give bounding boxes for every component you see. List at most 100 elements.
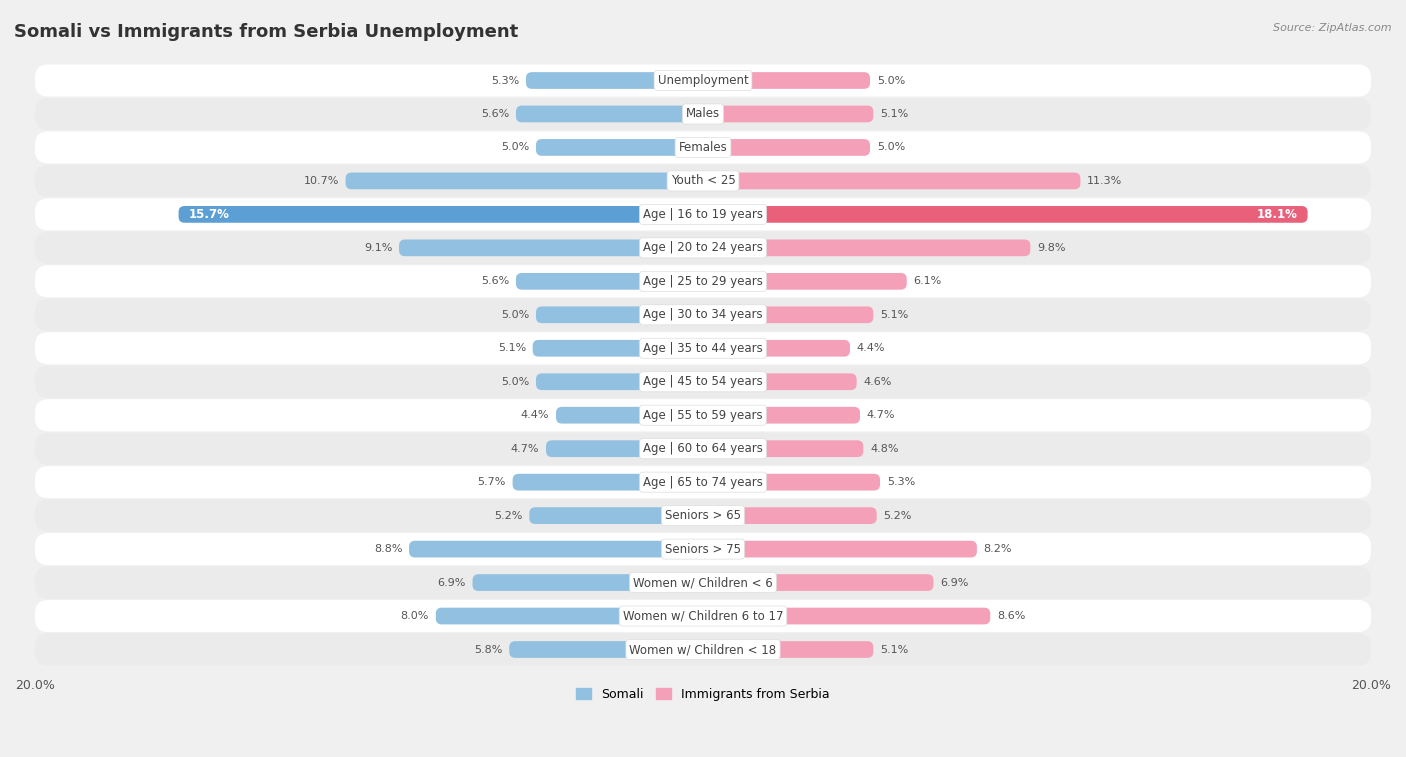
FancyBboxPatch shape <box>546 441 703 457</box>
Text: Women w/ Children 6 to 17: Women w/ Children 6 to 17 <box>623 609 783 622</box>
FancyBboxPatch shape <box>35 165 1371 197</box>
Text: 4.7%: 4.7% <box>510 444 540 453</box>
FancyBboxPatch shape <box>436 608 703 625</box>
FancyBboxPatch shape <box>35 634 1371 665</box>
FancyBboxPatch shape <box>703 307 873 323</box>
Text: Women w/ Children < 6: Women w/ Children < 6 <box>633 576 773 589</box>
Text: 18.1%: 18.1% <box>1257 208 1298 221</box>
FancyBboxPatch shape <box>35 98 1371 130</box>
FancyBboxPatch shape <box>472 575 703 591</box>
Text: 5.0%: 5.0% <box>501 142 529 152</box>
Text: Age | 35 to 44 years: Age | 35 to 44 years <box>643 341 763 355</box>
Text: 5.0%: 5.0% <box>501 377 529 387</box>
Text: 8.0%: 8.0% <box>401 611 429 621</box>
FancyBboxPatch shape <box>703 206 1308 223</box>
FancyBboxPatch shape <box>703 575 934 591</box>
Text: Women w/ Children < 18: Women w/ Children < 18 <box>630 643 776 656</box>
Text: Age | 16 to 19 years: Age | 16 to 19 years <box>643 208 763 221</box>
Legend: Somali, Immigrants from Serbia: Somali, Immigrants from Serbia <box>571 683 835 706</box>
FancyBboxPatch shape <box>536 307 703 323</box>
Text: Seniors > 75: Seniors > 75 <box>665 543 741 556</box>
FancyBboxPatch shape <box>533 340 703 357</box>
Text: Somali vs Immigrants from Serbia Unemployment: Somali vs Immigrants from Serbia Unemplo… <box>14 23 519 41</box>
Text: Males: Males <box>686 107 720 120</box>
Text: 5.7%: 5.7% <box>478 477 506 488</box>
FancyBboxPatch shape <box>529 507 703 524</box>
FancyBboxPatch shape <box>516 106 703 123</box>
Text: 4.7%: 4.7% <box>866 410 896 420</box>
Text: Source: ZipAtlas.com: Source: ZipAtlas.com <box>1274 23 1392 33</box>
Text: 5.2%: 5.2% <box>883 511 911 521</box>
FancyBboxPatch shape <box>703 273 907 290</box>
FancyBboxPatch shape <box>35 500 1371 531</box>
FancyBboxPatch shape <box>179 206 703 223</box>
FancyBboxPatch shape <box>703 474 880 491</box>
FancyBboxPatch shape <box>35 265 1371 298</box>
FancyBboxPatch shape <box>703 173 1080 189</box>
FancyBboxPatch shape <box>703 373 856 390</box>
Text: 4.4%: 4.4% <box>856 343 886 354</box>
FancyBboxPatch shape <box>35 466 1371 498</box>
FancyBboxPatch shape <box>703 507 877 524</box>
FancyBboxPatch shape <box>35 64 1371 97</box>
Text: 5.3%: 5.3% <box>491 76 519 86</box>
FancyBboxPatch shape <box>35 332 1371 364</box>
FancyBboxPatch shape <box>703 340 851 357</box>
FancyBboxPatch shape <box>35 533 1371 565</box>
Text: 8.6%: 8.6% <box>997 611 1025 621</box>
Text: Age | 30 to 34 years: Age | 30 to 34 years <box>643 308 763 321</box>
FancyBboxPatch shape <box>35 132 1371 164</box>
Text: Age | 60 to 64 years: Age | 60 to 64 years <box>643 442 763 455</box>
FancyBboxPatch shape <box>35 432 1371 465</box>
FancyBboxPatch shape <box>536 373 703 390</box>
Text: Unemployment: Unemployment <box>658 74 748 87</box>
FancyBboxPatch shape <box>555 407 703 424</box>
FancyBboxPatch shape <box>703 540 977 557</box>
Text: 6.9%: 6.9% <box>437 578 465 587</box>
Text: 5.1%: 5.1% <box>498 343 526 354</box>
FancyBboxPatch shape <box>703 407 860 424</box>
Text: 4.8%: 4.8% <box>870 444 898 453</box>
Text: 5.3%: 5.3% <box>887 477 915 488</box>
Text: Females: Females <box>679 141 727 154</box>
Text: 4.6%: 4.6% <box>863 377 891 387</box>
Text: 5.1%: 5.1% <box>880 644 908 655</box>
Text: 15.7%: 15.7% <box>188 208 229 221</box>
Text: 5.6%: 5.6% <box>481 109 509 119</box>
Text: 8.2%: 8.2% <box>984 544 1012 554</box>
Text: Age | 55 to 59 years: Age | 55 to 59 years <box>643 409 763 422</box>
Text: 6.9%: 6.9% <box>941 578 969 587</box>
FancyBboxPatch shape <box>513 474 703 491</box>
Text: 5.0%: 5.0% <box>877 142 905 152</box>
Text: 5.8%: 5.8% <box>474 644 502 655</box>
Text: 5.1%: 5.1% <box>880 109 908 119</box>
Text: 5.0%: 5.0% <box>501 310 529 319</box>
Text: 9.8%: 9.8% <box>1038 243 1066 253</box>
FancyBboxPatch shape <box>703 239 1031 256</box>
Text: 11.3%: 11.3% <box>1087 176 1122 186</box>
Text: Youth < 25: Youth < 25 <box>671 174 735 188</box>
FancyBboxPatch shape <box>703 441 863 457</box>
Text: 6.1%: 6.1% <box>914 276 942 286</box>
FancyBboxPatch shape <box>35 600 1371 632</box>
FancyBboxPatch shape <box>399 239 703 256</box>
FancyBboxPatch shape <box>35 566 1371 599</box>
FancyBboxPatch shape <box>35 198 1371 230</box>
Text: Seniors > 65: Seniors > 65 <box>665 509 741 522</box>
Text: 4.4%: 4.4% <box>520 410 550 420</box>
FancyBboxPatch shape <box>516 273 703 290</box>
FancyBboxPatch shape <box>703 106 873 123</box>
FancyBboxPatch shape <box>346 173 703 189</box>
FancyBboxPatch shape <box>703 139 870 156</box>
Text: 5.1%: 5.1% <box>880 310 908 319</box>
Text: Age | 20 to 24 years: Age | 20 to 24 years <box>643 241 763 254</box>
FancyBboxPatch shape <box>409 540 703 557</box>
FancyBboxPatch shape <box>35 299 1371 331</box>
FancyBboxPatch shape <box>536 139 703 156</box>
FancyBboxPatch shape <box>35 232 1371 264</box>
Text: Age | 65 to 74 years: Age | 65 to 74 years <box>643 475 763 489</box>
Text: 5.2%: 5.2% <box>495 511 523 521</box>
FancyBboxPatch shape <box>703 72 870 89</box>
FancyBboxPatch shape <box>703 608 990 625</box>
FancyBboxPatch shape <box>526 72 703 89</box>
